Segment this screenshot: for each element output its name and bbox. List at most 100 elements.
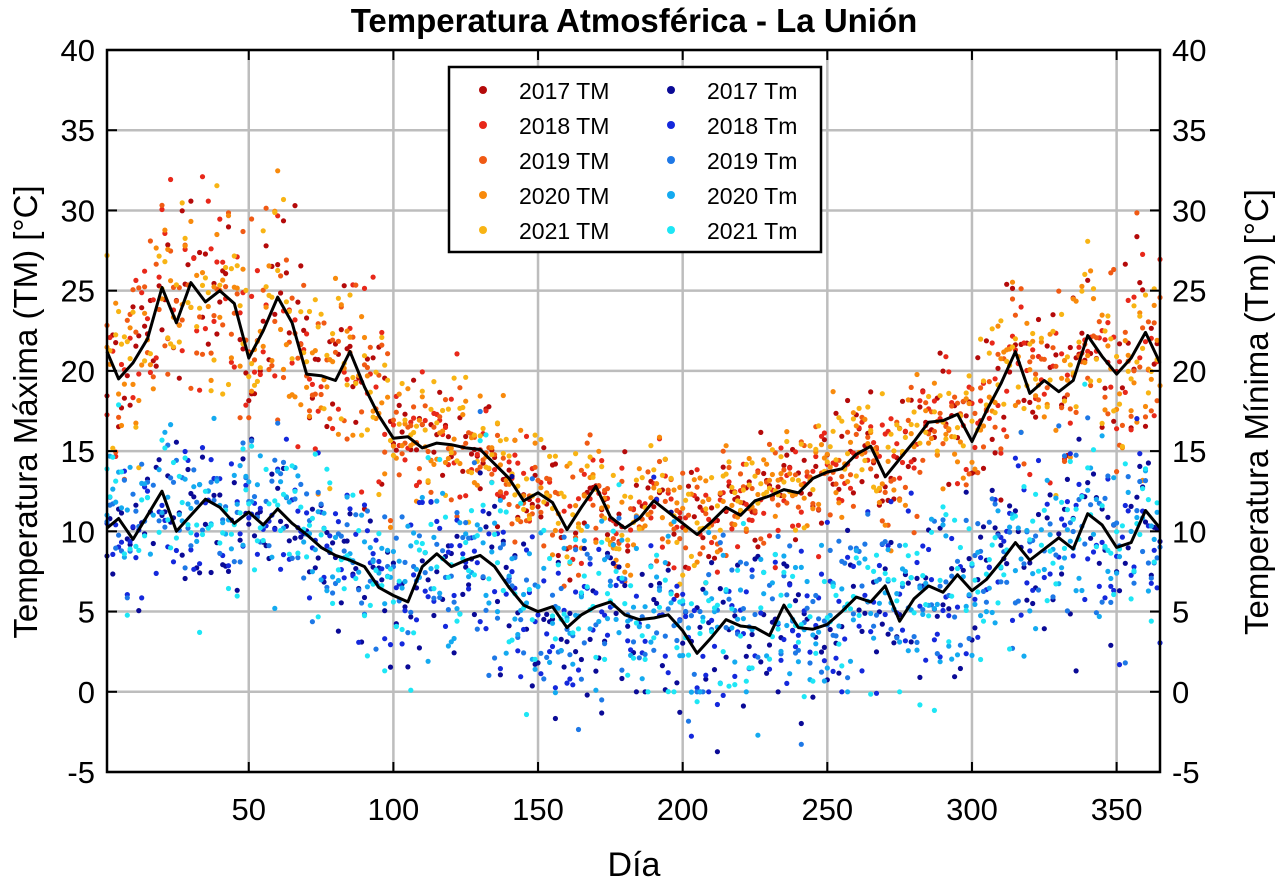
data-point bbox=[1148, 376, 1154, 382]
data-point bbox=[1018, 304, 1024, 310]
data-point bbox=[584, 440, 590, 446]
data-point bbox=[1073, 502, 1079, 508]
data-point bbox=[564, 680, 570, 686]
data-point bbox=[743, 653, 749, 659]
data-point bbox=[714, 569, 721, 575]
data-point bbox=[1090, 286, 1097, 292]
data-point bbox=[891, 577, 897, 583]
data-point bbox=[575, 667, 582, 673]
data-point bbox=[674, 500, 680, 506]
data-point bbox=[173, 547, 179, 554]
data-point bbox=[223, 271, 229, 277]
data-point bbox=[772, 559, 778, 565]
data-point bbox=[512, 539, 518, 545]
data-point bbox=[735, 567, 741, 573]
data-point bbox=[839, 663, 845, 669]
data-point bbox=[335, 567, 341, 573]
data-point bbox=[379, 400, 385, 406]
data-point bbox=[625, 543, 631, 549]
data-point bbox=[477, 433, 483, 439]
data-point bbox=[454, 513, 460, 520]
data-point bbox=[1041, 356, 1047, 362]
data-point bbox=[659, 536, 666, 542]
data-point bbox=[367, 344, 373, 350]
data-point bbox=[558, 528, 564, 534]
data-point bbox=[133, 420, 139, 426]
data-point bbox=[330, 401, 336, 407]
data-point bbox=[691, 477, 697, 483]
data-point bbox=[399, 641, 405, 647]
data-point bbox=[680, 598, 686, 604]
data-point bbox=[1148, 325, 1154, 331]
data-point bbox=[1114, 426, 1120, 432]
data-point bbox=[292, 317, 298, 323]
data-point bbox=[387, 664, 394, 670]
data-point bbox=[188, 385, 194, 391]
data-point bbox=[127, 538, 133, 545]
data-point bbox=[1105, 514, 1111, 520]
data-point bbox=[451, 650, 457, 656]
data-point bbox=[688, 689, 695, 695]
data-point bbox=[457, 543, 463, 549]
data-point bbox=[312, 348, 318, 354]
data-point bbox=[445, 549, 451, 555]
data-point bbox=[113, 545, 119, 551]
data-point bbox=[1108, 583, 1114, 589]
data-point bbox=[170, 459, 177, 466]
data-point bbox=[995, 508, 1001, 514]
data-point bbox=[662, 577, 668, 583]
data-point bbox=[1099, 424, 1105, 430]
data-point bbox=[798, 564, 804, 571]
data-point bbox=[709, 475, 715, 481]
data-point bbox=[280, 218, 287, 224]
data-point bbox=[972, 444, 978, 451]
data-point bbox=[709, 617, 715, 624]
data-point bbox=[920, 389, 926, 395]
data-point bbox=[168, 422, 174, 428]
data-point bbox=[723, 587, 729, 593]
data-point bbox=[1061, 545, 1068, 552]
data-point bbox=[795, 659, 802, 665]
data-point bbox=[960, 475, 966, 481]
data-point bbox=[931, 606, 938, 612]
data-point bbox=[648, 639, 654, 645]
data-point bbox=[784, 438, 790, 445]
data-point bbox=[952, 674, 958, 680]
data-point bbox=[573, 530, 579, 536]
data-point bbox=[535, 497, 541, 503]
data-point bbox=[448, 497, 454, 503]
data-point bbox=[110, 571, 116, 577]
data-point bbox=[1050, 345, 1056, 351]
x-tick-label: 50 bbox=[232, 792, 266, 827]
data-point bbox=[315, 614, 321, 620]
data-point bbox=[512, 492, 518, 498]
data-point bbox=[555, 570, 561, 576]
data-point bbox=[463, 493, 469, 499]
data-point bbox=[272, 498, 278, 504]
data-point bbox=[428, 521, 434, 528]
data-point bbox=[792, 527, 799, 533]
data-point bbox=[862, 457, 868, 464]
data-point bbox=[237, 537, 243, 543]
data-point bbox=[225, 563, 232, 569]
data-point bbox=[434, 541, 440, 547]
data-point bbox=[116, 308, 122, 315]
data-point bbox=[153, 363, 159, 369]
data-point bbox=[1050, 312, 1056, 318]
data-point bbox=[463, 531, 469, 537]
data-point bbox=[1053, 495, 1059, 501]
data-point bbox=[431, 595, 437, 601]
data-point bbox=[636, 499, 642, 505]
data-point bbox=[1119, 534, 1125, 540]
data-point bbox=[269, 471, 275, 477]
data-point bbox=[425, 455, 431, 461]
data-point bbox=[150, 482, 156, 488]
data-point bbox=[581, 538, 587, 544]
data-point bbox=[619, 532, 625, 538]
data-point bbox=[118, 539, 125, 545]
data-point bbox=[619, 465, 625, 471]
data-point bbox=[625, 623, 631, 629]
data-point bbox=[306, 308, 313, 315]
data-point bbox=[1082, 359, 1088, 366]
data-point bbox=[306, 522, 313, 528]
